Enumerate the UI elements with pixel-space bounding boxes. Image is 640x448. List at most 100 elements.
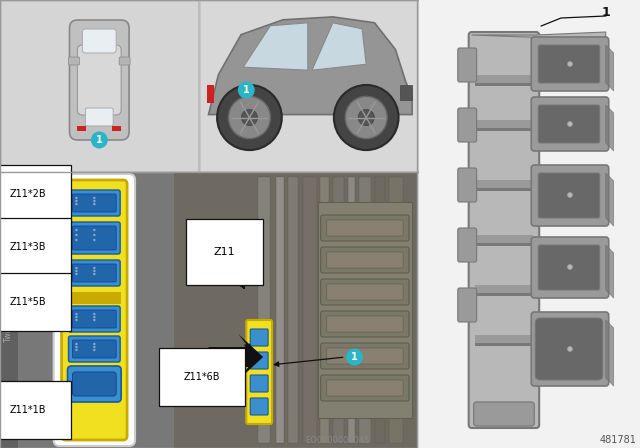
- Polygon shape: [209, 334, 263, 380]
- Bar: [303, 177, 317, 443]
- Circle shape: [76, 270, 77, 272]
- Bar: [475, 235, 533, 243]
- FancyBboxPatch shape: [535, 318, 603, 380]
- Bar: [475, 243, 533, 246]
- Bar: [475, 285, 533, 293]
- Polygon shape: [605, 105, 614, 151]
- Text: EO0000004045: EO0000004045: [305, 435, 370, 444]
- FancyBboxPatch shape: [326, 252, 403, 268]
- Circle shape: [76, 346, 77, 348]
- Text: 1: 1: [351, 352, 358, 362]
- Circle shape: [93, 319, 95, 321]
- Bar: [475, 128, 533, 131]
- FancyBboxPatch shape: [72, 194, 116, 212]
- Bar: [198, 0, 419, 172]
- Circle shape: [93, 346, 95, 348]
- FancyBboxPatch shape: [72, 226, 116, 250]
- FancyBboxPatch shape: [326, 380, 403, 396]
- FancyBboxPatch shape: [321, 311, 409, 337]
- FancyBboxPatch shape: [321, 343, 409, 369]
- FancyBboxPatch shape: [474, 402, 534, 426]
- Bar: [112, 126, 121, 131]
- Bar: [0, 0, 417, 448]
- Circle shape: [93, 343, 95, 345]
- FancyBboxPatch shape: [68, 57, 79, 65]
- FancyBboxPatch shape: [70, 20, 129, 140]
- Bar: [475, 188, 533, 191]
- Text: Z11*2B: Z11*2B: [10, 189, 67, 199]
- Circle shape: [76, 273, 77, 275]
- Text: TwinPower Turbo: TwinPower Turbo: [4, 278, 13, 342]
- FancyBboxPatch shape: [531, 37, 609, 91]
- FancyBboxPatch shape: [326, 220, 403, 236]
- Bar: [389, 177, 403, 443]
- Circle shape: [93, 313, 95, 315]
- Circle shape: [217, 85, 282, 150]
- Circle shape: [76, 229, 77, 231]
- Bar: [333, 177, 344, 443]
- FancyBboxPatch shape: [68, 306, 120, 332]
- Bar: [207, 85, 214, 103]
- Text: Z11*1B: Z11*1B: [10, 405, 67, 415]
- Circle shape: [76, 239, 77, 241]
- FancyBboxPatch shape: [321, 247, 409, 273]
- FancyBboxPatch shape: [326, 348, 403, 364]
- Circle shape: [568, 61, 572, 66]
- FancyBboxPatch shape: [468, 32, 539, 428]
- Polygon shape: [605, 320, 614, 386]
- Bar: [475, 335, 533, 343]
- Circle shape: [93, 197, 95, 199]
- FancyBboxPatch shape: [72, 372, 116, 396]
- Circle shape: [76, 343, 77, 345]
- Circle shape: [76, 234, 77, 236]
- FancyBboxPatch shape: [321, 279, 409, 305]
- FancyBboxPatch shape: [72, 340, 116, 358]
- Bar: [0, 0, 198, 172]
- FancyBboxPatch shape: [68, 260, 120, 286]
- Circle shape: [345, 96, 387, 139]
- FancyBboxPatch shape: [538, 45, 600, 83]
- Circle shape: [568, 121, 572, 126]
- FancyBboxPatch shape: [531, 237, 609, 298]
- FancyBboxPatch shape: [458, 288, 477, 322]
- FancyBboxPatch shape: [326, 316, 403, 332]
- Circle shape: [76, 316, 77, 318]
- Circle shape: [334, 85, 399, 150]
- Bar: [258, 177, 270, 443]
- Bar: [77, 126, 86, 131]
- Text: 481781: 481781: [599, 435, 636, 445]
- Circle shape: [93, 270, 95, 272]
- Bar: [348, 177, 355, 443]
- Bar: [475, 343, 533, 346]
- FancyBboxPatch shape: [538, 105, 600, 143]
- Text: Z11*3B: Z11*3B: [10, 242, 67, 252]
- Circle shape: [93, 234, 95, 236]
- FancyBboxPatch shape: [321, 375, 409, 401]
- Circle shape: [93, 273, 95, 275]
- Circle shape: [568, 346, 572, 352]
- Circle shape: [358, 109, 374, 125]
- FancyBboxPatch shape: [531, 97, 609, 151]
- Polygon shape: [605, 173, 614, 226]
- Text: 1: 1: [602, 5, 610, 18]
- Circle shape: [76, 203, 77, 205]
- Polygon shape: [472, 32, 605, 40]
- FancyBboxPatch shape: [61, 180, 127, 440]
- Polygon shape: [312, 23, 366, 70]
- Circle shape: [568, 193, 572, 198]
- FancyBboxPatch shape: [119, 57, 130, 65]
- Text: Z11: Z11: [214, 247, 244, 289]
- FancyBboxPatch shape: [458, 228, 477, 262]
- FancyBboxPatch shape: [531, 165, 609, 226]
- Circle shape: [93, 239, 95, 241]
- Bar: [360, 177, 371, 443]
- Bar: [399, 85, 412, 100]
- Bar: [174, 172, 417, 448]
- FancyBboxPatch shape: [538, 173, 600, 218]
- Circle shape: [241, 109, 257, 125]
- Text: 1: 1: [96, 135, 102, 145]
- FancyBboxPatch shape: [250, 329, 268, 346]
- Bar: [475, 180, 533, 188]
- FancyBboxPatch shape: [326, 284, 403, 300]
- FancyBboxPatch shape: [246, 320, 272, 424]
